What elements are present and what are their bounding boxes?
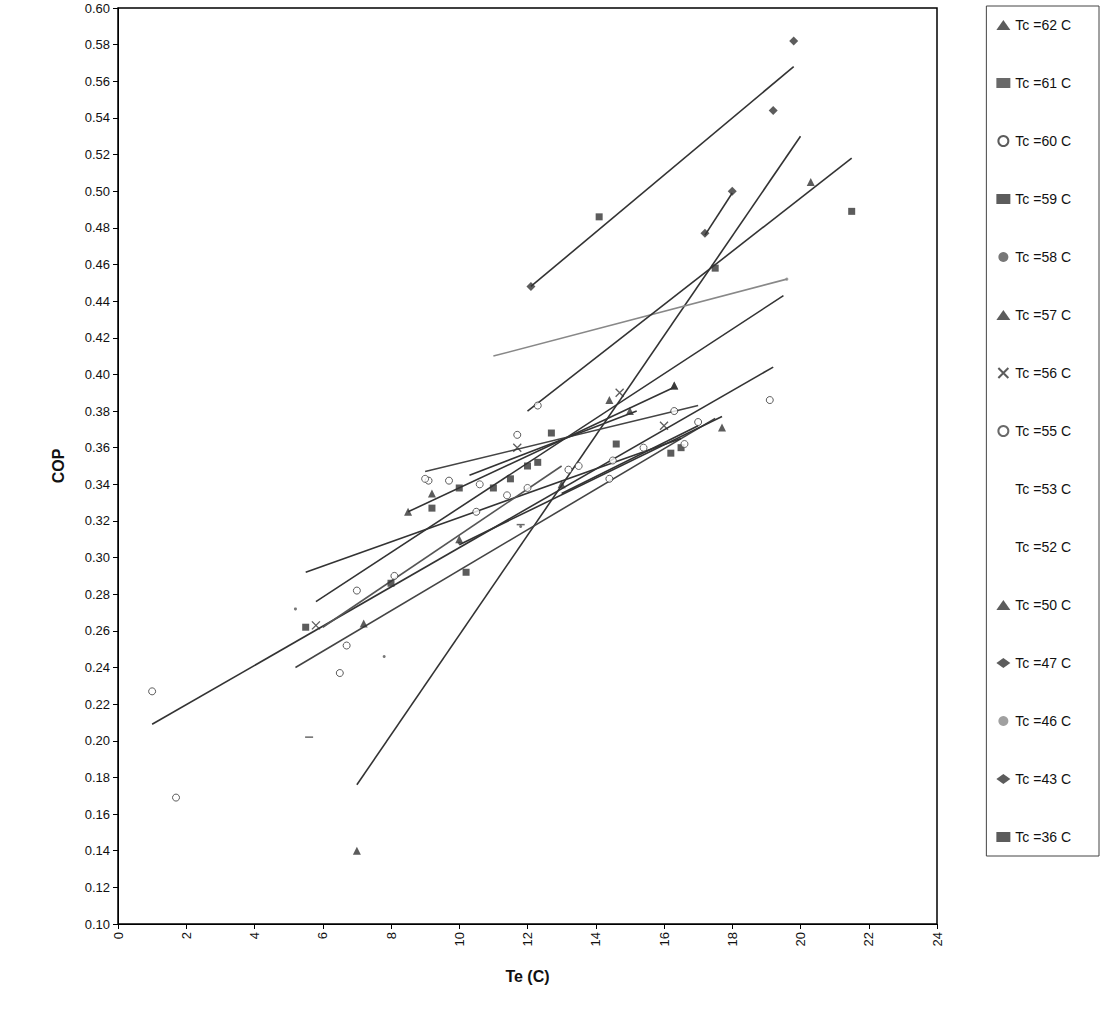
- svg-text:0.42: 0.42: [85, 330, 110, 345]
- svg-text:20: 20: [793, 932, 808, 946]
- svg-text:COP: COP: [50, 448, 67, 483]
- svg-text:0.46: 0.46: [85, 257, 110, 272]
- svg-text:0.60: 0.60: [85, 1, 110, 16]
- svg-text:0.24: 0.24: [85, 660, 110, 675]
- svg-text:8: 8: [384, 932, 399, 939]
- svg-text:16: 16: [657, 932, 672, 946]
- svg-text:Tc =50 C: Tc =50 C: [1015, 597, 1071, 613]
- svg-text:0.30: 0.30: [85, 550, 110, 565]
- svg-text:2: 2: [179, 932, 194, 939]
- svg-text:0.22: 0.22: [85, 697, 110, 712]
- svg-text:10: 10: [452, 932, 467, 946]
- svg-text:0.28: 0.28: [85, 587, 110, 602]
- svg-text:Tc =43 C: Tc =43 C: [1015, 771, 1071, 787]
- svg-text:0.34: 0.34: [85, 477, 110, 492]
- svg-text:0.32: 0.32: [85, 513, 110, 528]
- svg-text:0.16: 0.16: [85, 807, 110, 822]
- svg-text:Tc =46 C: Tc =46 C: [1015, 713, 1071, 729]
- svg-text:0.50: 0.50: [85, 184, 110, 199]
- svg-text:0.44: 0.44: [85, 294, 110, 309]
- svg-text:Tc =59 C: Tc =59 C: [1015, 191, 1071, 207]
- svg-text:Tc =55 C: Tc =55 C: [1015, 423, 1071, 439]
- svg-text:0.38: 0.38: [85, 404, 110, 419]
- svg-text:0.58: 0.58: [85, 37, 110, 52]
- svg-text:0.36: 0.36: [85, 440, 110, 455]
- svg-text:Tc =57 C: Tc =57 C: [1015, 307, 1071, 323]
- svg-text:Tc =58 C: Tc =58 C: [1015, 249, 1071, 265]
- svg-text:Tc =36 C: Tc =36 C: [1015, 829, 1071, 845]
- svg-text:0.48: 0.48: [85, 220, 110, 235]
- svg-text:0.14: 0.14: [85, 843, 110, 858]
- svg-text:6: 6: [315, 932, 330, 939]
- svg-text:18: 18: [725, 932, 740, 946]
- svg-text:0.18: 0.18: [85, 770, 110, 785]
- svg-text:24: 24: [930, 932, 945, 946]
- svg-text:12: 12: [520, 932, 535, 946]
- svg-text:0: 0: [111, 932, 126, 939]
- svg-text:Tc =62 C: Tc =62 C: [1015, 17, 1071, 33]
- svg-text:0.54: 0.54: [85, 110, 110, 125]
- svg-text:0.26: 0.26: [85, 623, 110, 638]
- svg-text:0.12: 0.12: [85, 880, 110, 895]
- svg-text:4: 4: [247, 932, 262, 939]
- svg-text:Te (C): Te (C): [505, 968, 549, 985]
- svg-text:Tc =53 C: Tc =53 C: [1015, 481, 1071, 497]
- svg-text:22: 22: [861, 932, 876, 946]
- svg-text:Tc =47 C: Tc =47 C: [1015, 655, 1071, 671]
- svg-text:Tc =56 C: Tc =56 C: [1015, 365, 1071, 381]
- svg-text:0.56: 0.56: [85, 74, 110, 89]
- svg-text:0.40: 0.40: [85, 367, 110, 382]
- svg-text:Tc =61 C: Tc =61 C: [1015, 75, 1071, 91]
- svg-text:14: 14: [588, 932, 603, 946]
- svg-text:0.10: 0.10: [85, 917, 110, 932]
- svg-text:Tc =52 C: Tc =52 C: [1015, 539, 1071, 555]
- svg-text:0.20: 0.20: [85, 733, 110, 748]
- svg-text:Tc =60 C: Tc =60 C: [1015, 133, 1071, 149]
- svg-text:0.52: 0.52: [85, 147, 110, 162]
